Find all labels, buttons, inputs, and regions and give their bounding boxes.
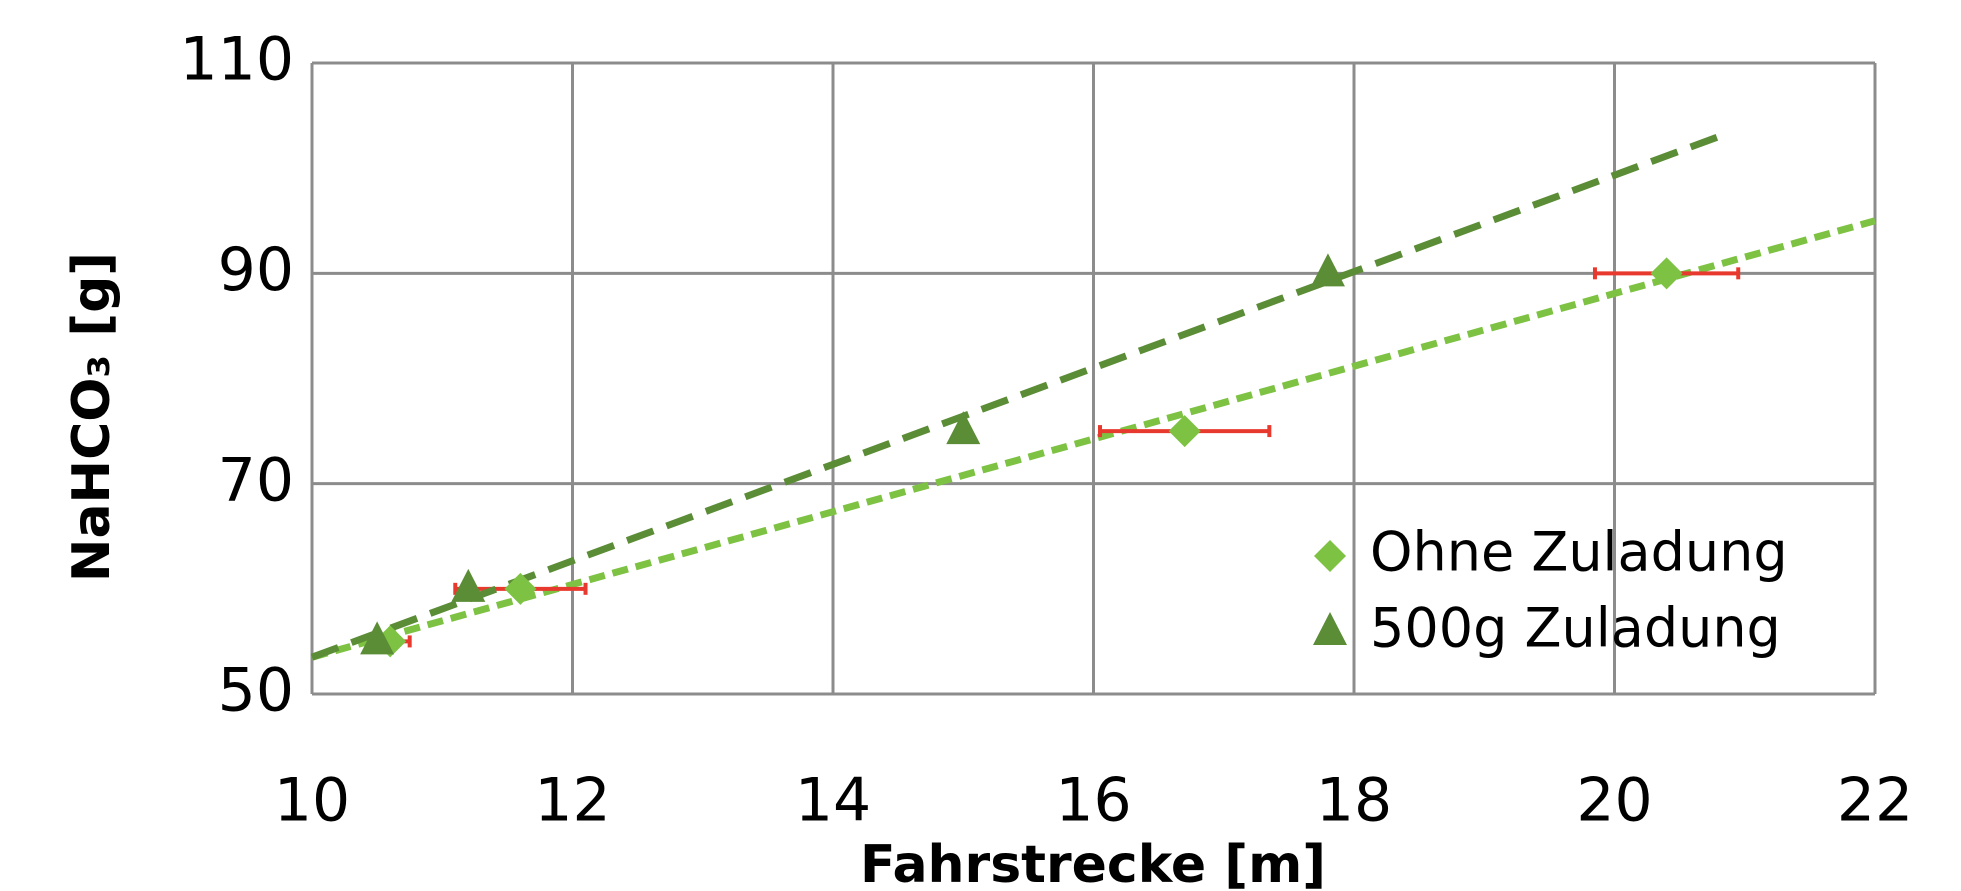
- x-tick-label: 16: [1055, 766, 1131, 836]
- x-tick-label: 12: [534, 766, 610, 836]
- y-axis-title: NaHCO₃ [g]: [62, 252, 122, 582]
- y-tick-label: 90: [218, 235, 294, 305]
- y-tick-label: 70: [218, 445, 294, 515]
- x-axis-title: Fahrstrecke [m]: [860, 835, 1326, 891]
- legend-label: Ohne Zuladung: [1370, 521, 1788, 584]
- marker: [946, 411, 980, 444]
- y-tick-label: 50: [218, 656, 294, 726]
- x-tick-label: 18: [1316, 766, 1392, 836]
- x-tick-label: 22: [1837, 766, 1913, 836]
- x-tick-label: 10: [274, 766, 350, 836]
- x-tick-label: 20: [1576, 766, 1652, 836]
- page: {"chart_data": {"type": "scatter", "x_la…: [0, 0, 1961, 891]
- legend-label: 500g Zuladung: [1370, 597, 1781, 660]
- y-tick-label: 110: [179, 25, 294, 95]
- legend-marker: [1313, 612, 1347, 645]
- x-tick-label: 14: [795, 766, 871, 836]
- marker: [1311, 253, 1345, 286]
- chart: Fahrstrecke [m] NaHCO₃ [g] 50 70 90 110 10 12…: [0, 0, 1961, 891]
- legend-marker: [1314, 540, 1346, 572]
